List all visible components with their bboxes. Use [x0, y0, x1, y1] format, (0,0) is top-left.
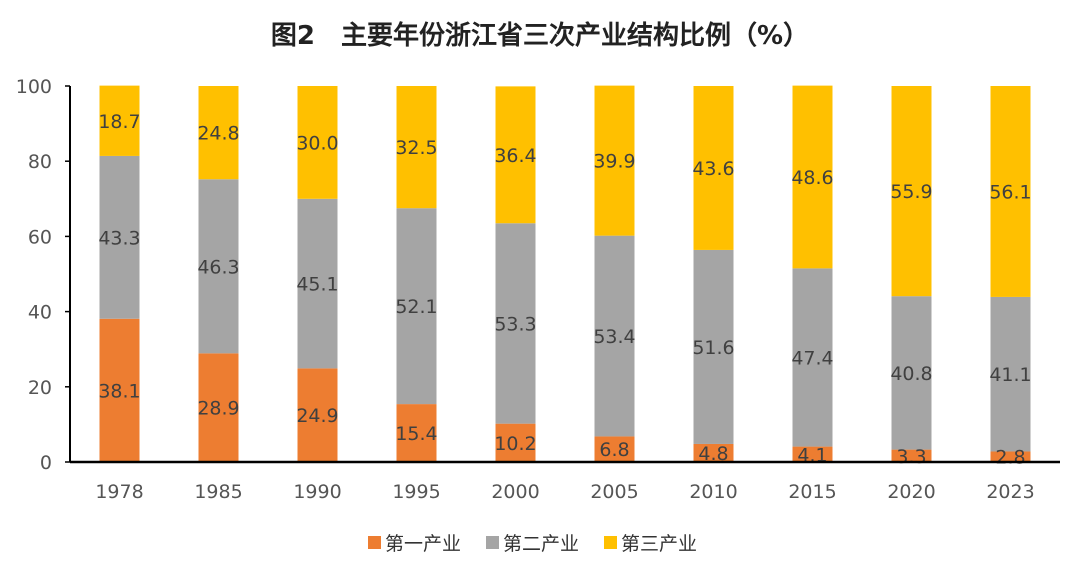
data-label: 36.4	[494, 145, 536, 167]
x-tick-label: 1995	[392, 481, 440, 503]
bar-2020-series-1	[891, 449, 932, 462]
x-tick-label: 1985	[194, 481, 242, 503]
data-label: 39.9	[593, 151, 635, 173]
bar-2023-series-1	[990, 451, 1031, 462]
x-tick-label: 2015	[788, 481, 836, 503]
x-tick-label: 2020	[887, 481, 935, 503]
data-label: 55.9	[890, 181, 932, 203]
data-label: 47.4	[791, 347, 833, 369]
data-label: 10.2	[494, 433, 536, 455]
legend-swatch-3	[604, 536, 617, 549]
x-tick-label: 1990	[293, 481, 341, 503]
bar-1995-series-1	[396, 404, 437, 462]
bar-2010-series-2	[693, 249, 734, 444]
x-tick-label: 2010	[689, 481, 737, 503]
data-label: 6.8	[599, 439, 629, 461]
y-tick-label: 20	[28, 377, 52, 399]
bar-1985-series-1	[198, 353, 239, 462]
bar-2015-series-3	[792, 85, 833, 269]
bar-1978-series-3	[99, 85, 140, 156]
bar-2000-series-2	[495, 223, 536, 424]
bar-1978-series-1	[99, 318, 140, 462]
bar-1985-series-3	[198, 86, 239, 180]
x-tick-label: 2000	[491, 481, 539, 503]
data-label: 4.8	[698, 443, 728, 465]
data-label: 18.7	[98, 111, 140, 133]
data-label: 24.9	[296, 405, 338, 427]
bar-2015-series-2	[792, 268, 833, 447]
x-tick-label: 2023	[986, 481, 1034, 503]
legend-label-3: 第三产业	[621, 533, 697, 555]
data-label: 43.6	[692, 158, 734, 180]
data-label: 2.8	[995, 447, 1025, 469]
y-tick-label: 80	[28, 151, 52, 173]
bar-2005-series-3	[594, 85, 635, 236]
legend-label-1: 第一产业	[385, 533, 461, 555]
data-label: 32.5	[395, 137, 437, 159]
data-label: 3.3	[896, 446, 926, 468]
data-label: 30.0	[296, 132, 338, 154]
bar-2020-series-3	[891, 86, 932, 297]
bar-1978-series-2	[99, 155, 140, 319]
legend-label-2: 第二产业	[503, 533, 579, 555]
data-label: 43.3	[98, 227, 140, 249]
data-label: 46.3	[197, 256, 239, 278]
y-tick-label: 100	[16, 76, 52, 98]
y-tick-label: 0	[40, 452, 52, 474]
bar-1990-series-2	[297, 198, 338, 369]
bar-2005-series-1	[594, 436, 635, 462]
bar-2005-series-2	[594, 235, 635, 437]
data-label: 48.6	[791, 167, 833, 189]
bar-1995-series-3	[396, 86, 437, 209]
bar-2000-series-1	[495, 423, 536, 462]
data-label: 41.1	[989, 364, 1031, 386]
data-label: 51.6	[692, 337, 734, 359]
legend-swatch-1	[368, 536, 381, 549]
data-label: 45.1	[296, 274, 338, 296]
data-label: 56.1	[989, 181, 1031, 203]
y-tick-label: 40	[28, 302, 52, 324]
bar-1990-series-1	[297, 368, 338, 462]
bar-2010-series-3	[693, 86, 734, 250]
bar-2020-series-2	[891, 296, 932, 450]
bar-1995-series-2	[396, 208, 437, 405]
data-label: 24.8	[197, 123, 239, 145]
bar-2010-series-1	[693, 443, 734, 462]
x-tick-label: 2005	[590, 481, 638, 503]
bar-1985-series-2	[198, 179, 239, 354]
y-tick-label: 60	[28, 226, 52, 248]
data-label: 15.4	[395, 423, 437, 445]
bar-2000-series-3	[495, 86, 536, 224]
chart-title: 图2 主要年份浙江省三次产业结构比例（%）	[271, 20, 809, 51]
data-label: 53.4	[593, 326, 635, 348]
data-label: 53.3	[494, 313, 536, 335]
data-label: 40.8	[890, 363, 932, 385]
bar-2015-series-1	[792, 446, 833, 462]
bar-1990-series-3	[297, 86, 338, 199]
data-label: 52.1	[395, 296, 437, 318]
bar-2023-series-2	[990, 296, 1031, 452]
data-label: 38.1	[98, 380, 140, 402]
x-tick-label: 1978	[95, 481, 143, 503]
data-label: 28.9	[197, 398, 239, 420]
legend-swatch-2	[486, 536, 499, 549]
bar-2023-series-3	[990, 86, 1031, 297]
